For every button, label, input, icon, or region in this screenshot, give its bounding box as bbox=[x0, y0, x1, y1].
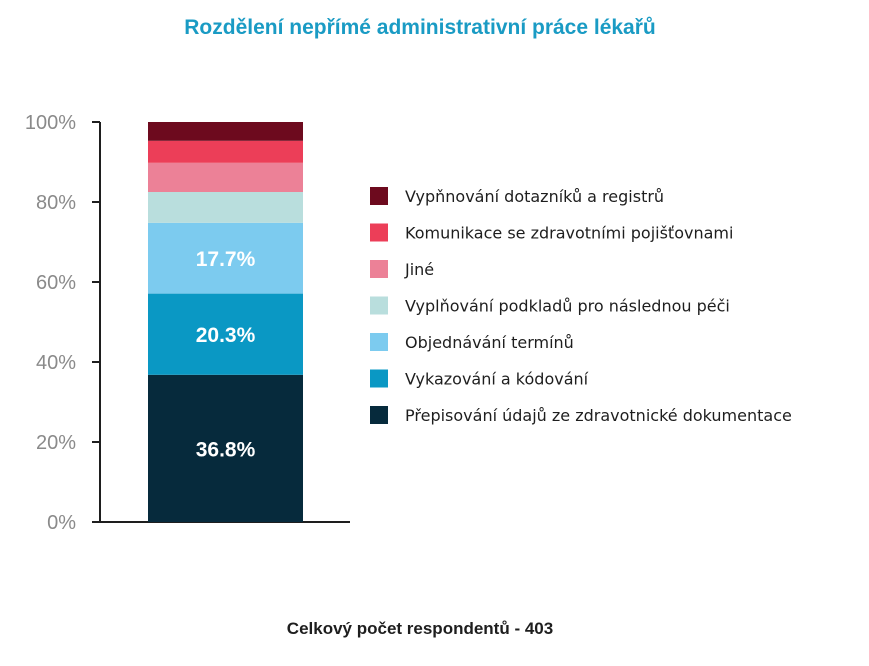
data-label: 17.7% bbox=[196, 248, 256, 271]
legend-label: Přepisování údajů ze zdravotnické dokume… bbox=[405, 406, 792, 425]
legend-swatch bbox=[370, 260, 388, 278]
y-tick-label: 80% bbox=[36, 192, 76, 214]
bar-segment bbox=[148, 162, 303, 192]
y-tick-label: 40% bbox=[36, 352, 76, 374]
legend-swatch bbox=[370, 187, 388, 205]
legend-swatch bbox=[370, 223, 388, 242]
data-label: 20.3% bbox=[196, 324, 256, 347]
legend-label: Objednávání termínů bbox=[405, 333, 574, 352]
stacked-bar: 36.8% 20.3% 17.7% bbox=[148, 122, 303, 522]
legend-label: Vykazování a kódování bbox=[405, 370, 589, 389]
y-axis: 0% 20% 40% 60% 80% 100% bbox=[25, 112, 350, 534]
y-tick-label: 60% bbox=[36, 272, 76, 294]
y-tick-label: 20% bbox=[36, 432, 76, 454]
legend-label: Vypňnování dotazníků a registrů bbox=[405, 187, 664, 206]
respondent-count-note: Celkový počet respondentů - 403 bbox=[286, 619, 554, 638]
bar-segment bbox=[148, 192, 303, 223]
legend: Vypňnování dotazníků a registrů Komunikac… bbox=[370, 187, 792, 425]
chart-title: Rozdělení nepřímé administrativní práce … bbox=[184, 16, 656, 39]
bar-segment bbox=[148, 222, 303, 294]
legend-swatch bbox=[370, 333, 388, 351]
legend-label: Vyplňování podkladů pro následnou péči bbox=[405, 297, 730, 316]
bar-segment bbox=[148, 374, 303, 522]
legend-swatch bbox=[370, 369, 388, 388]
bar-segment bbox=[148, 140, 303, 163]
legend-swatch bbox=[370, 296, 388, 315]
legend-label: Jiné bbox=[404, 260, 434, 279]
y-tick-label: 100% bbox=[25, 112, 76, 134]
bar-segment bbox=[148, 293, 303, 375]
data-label: 36.8% bbox=[196, 438, 256, 461]
legend-label: Komunikace se zdravotními pojišťovnami bbox=[405, 224, 733, 243]
y-tick-label: 0% bbox=[47, 512, 76, 534]
bar-segment bbox=[148, 122, 303, 141]
legend-swatch bbox=[370, 406, 388, 424]
